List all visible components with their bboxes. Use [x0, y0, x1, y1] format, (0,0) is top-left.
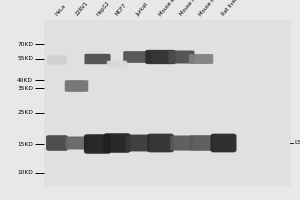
Text: Mouse thymus: Mouse thymus: [199, 0, 227, 17]
FancyBboxPatch shape: [65, 136, 88, 150]
FancyBboxPatch shape: [126, 135, 150, 151]
FancyBboxPatch shape: [189, 54, 213, 64]
FancyBboxPatch shape: [47, 55, 67, 65]
FancyBboxPatch shape: [170, 135, 193, 151]
FancyBboxPatch shape: [145, 50, 176, 64]
FancyBboxPatch shape: [65, 80, 88, 92]
Text: 22RV1: 22RV1: [74, 1, 89, 17]
Bar: [44, 20, 291, 186]
FancyBboxPatch shape: [107, 61, 127, 67]
Text: Jurkat: Jurkat: [136, 2, 149, 17]
Text: MCF7: MCF7: [115, 3, 128, 17]
Text: 55KD: 55KD: [17, 56, 33, 62]
Text: HepG2: HepG2: [95, 0, 110, 17]
Text: 25KD: 25KD: [17, 110, 33, 115]
FancyBboxPatch shape: [103, 133, 130, 153]
FancyBboxPatch shape: [84, 134, 111, 154]
Text: HeLa: HeLa: [55, 4, 67, 17]
Text: Rat liver: Rat liver: [221, 0, 239, 17]
Text: 70KD: 70KD: [17, 42, 33, 46]
Text: Mouse kidney: Mouse kidney: [158, 0, 185, 17]
FancyBboxPatch shape: [85, 54, 111, 64]
FancyBboxPatch shape: [211, 134, 236, 152]
FancyBboxPatch shape: [147, 134, 174, 152]
Text: LSM4: LSM4: [294, 140, 300, 146]
Text: 35KD: 35KD: [17, 86, 33, 90]
Text: 40KD: 40KD: [17, 77, 33, 82]
FancyBboxPatch shape: [46, 135, 68, 151]
FancyBboxPatch shape: [123, 51, 153, 63]
Text: Mouse heart: Mouse heart: [179, 0, 204, 17]
Text: 10KD: 10KD: [17, 170, 33, 176]
FancyBboxPatch shape: [189, 135, 213, 151]
Text: 15KD: 15KD: [17, 142, 33, 146]
FancyBboxPatch shape: [169, 50, 194, 64]
